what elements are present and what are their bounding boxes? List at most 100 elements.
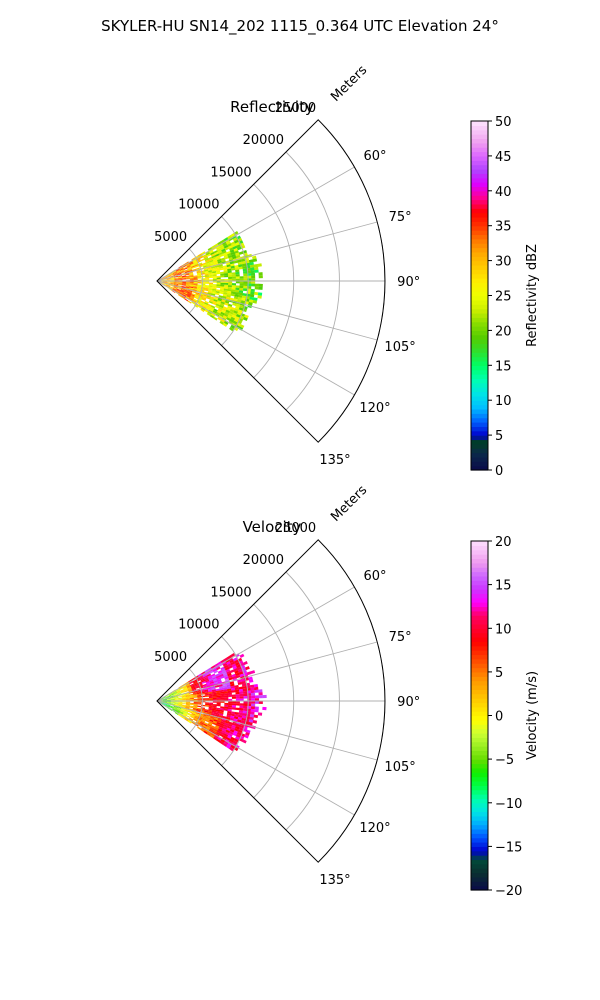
range-gate — [226, 712, 232, 716]
range-gate — [222, 250, 227, 254]
range-gate — [206, 684, 211, 687]
range-gate — [185, 275, 190, 277]
range-gate — [216, 693, 221, 696]
colorbar-band — [471, 356, 488, 362]
range-gate — [180, 290, 185, 293]
range-gate — [226, 737, 231, 741]
range-gate — [165, 706, 169, 709]
range-gate — [189, 273, 194, 276]
range-gate — [166, 282, 171, 285]
range-gate — [199, 303, 204, 307]
range-gate — [188, 269, 193, 272]
range-gate — [207, 303, 212, 307]
range-gate — [231, 267, 236, 271]
range-gate — [172, 709, 177, 712]
range-gate — [204, 270, 209, 273]
range-gate — [187, 686, 192, 689]
range-gate — [235, 289, 240, 293]
range-gate — [193, 706, 198, 708]
range-gate — [212, 691, 217, 694]
range-gate — [166, 695, 170, 697]
range-gate — [195, 292, 200, 295]
range-gate — [203, 730, 208, 735]
range-gate — [239, 705, 244, 709]
range-gate — [180, 690, 185, 693]
range-gate — [173, 285, 178, 288]
range-gate — [197, 305, 203, 309]
range-gate — [248, 301, 253, 306]
range-gate — [224, 286, 229, 289]
range-gate — [226, 686, 232, 690]
range-gate — [214, 243, 219, 247]
range-gate — [184, 709, 189, 711]
range-gate — [174, 283, 179, 284]
range-gate — [243, 281, 248, 284]
range-tick-label: 25000 — [275, 521, 316, 536]
range-gate — [204, 275, 210, 277]
range-gate — [211, 711, 216, 715]
range-gate — [227, 288, 232, 292]
range-gate — [220, 723, 225, 727]
colorbar-band — [471, 234, 488, 240]
range-gate — [243, 690, 248, 694]
range-gate — [181, 704, 186, 706]
range-gate — [185, 296, 190, 299]
range-gate — [193, 695, 198, 697]
range-gate — [170, 283, 175, 285]
range-gate — [217, 308, 223, 312]
range-gate — [189, 695, 194, 698]
range-gate — [219, 724, 224, 729]
azimuth-gridline — [156, 280, 378, 341]
range-gate — [194, 304, 199, 308]
range-gate — [175, 710, 180, 714]
range-gate — [162, 696, 167, 699]
range-gate — [224, 699, 229, 701]
colorbar-band — [471, 129, 488, 135]
range-gate — [242, 710, 247, 714]
range-gate — [226, 307, 231, 312]
range-gate — [226, 250, 231, 255]
range-gate — [258, 692, 263, 696]
sector-frame — [156, 119, 386, 443]
colorbar-band — [471, 352, 488, 358]
range-gate — [224, 666, 230, 671]
range-gate — [181, 288, 186, 290]
range-gate — [235, 269, 240, 273]
range-gate — [179, 291, 184, 295]
colorbar-band — [471, 772, 488, 778]
range-gate — [217, 241, 222, 245]
colorbar-band — [471, 365, 488, 371]
range-gate — [209, 681, 215, 685]
range-gate — [190, 684, 195, 687]
range-gate — [235, 707, 240, 711]
range-gate — [173, 705, 178, 708]
range-gate — [229, 669, 235, 673]
range-gate — [235, 703, 240, 706]
range-gate — [208, 300, 213, 304]
colorbar-tick-label: 40 — [495, 185, 512, 200]
colorbar-band — [471, 828, 488, 834]
range-gate — [234, 714, 239, 718]
range-gate — [194, 714, 200, 717]
range-gate — [193, 703, 198, 705]
range-gate — [213, 297, 219, 301]
range-gate — [178, 294, 182, 298]
range-gate — [258, 689, 263, 693]
range-gate — [208, 678, 213, 682]
range-gate — [227, 690, 232, 694]
range-gate — [254, 269, 259, 273]
range-gate — [202, 724, 207, 729]
colorbar-tick-label: 45 — [495, 150, 512, 165]
range-gate — [233, 231, 239, 236]
range-gate — [237, 729, 243, 734]
range-gate — [202, 296, 207, 300]
range-gate — [234, 687, 240, 691]
range-gate — [248, 676, 253, 681]
range-gate — [249, 261, 254, 266]
range-gate — [209, 734, 215, 739]
range-gate — [191, 686, 196, 689]
range-gate — [207, 292, 212, 295]
colorbar-band — [471, 400, 488, 406]
colorbar-band — [471, 619, 488, 625]
